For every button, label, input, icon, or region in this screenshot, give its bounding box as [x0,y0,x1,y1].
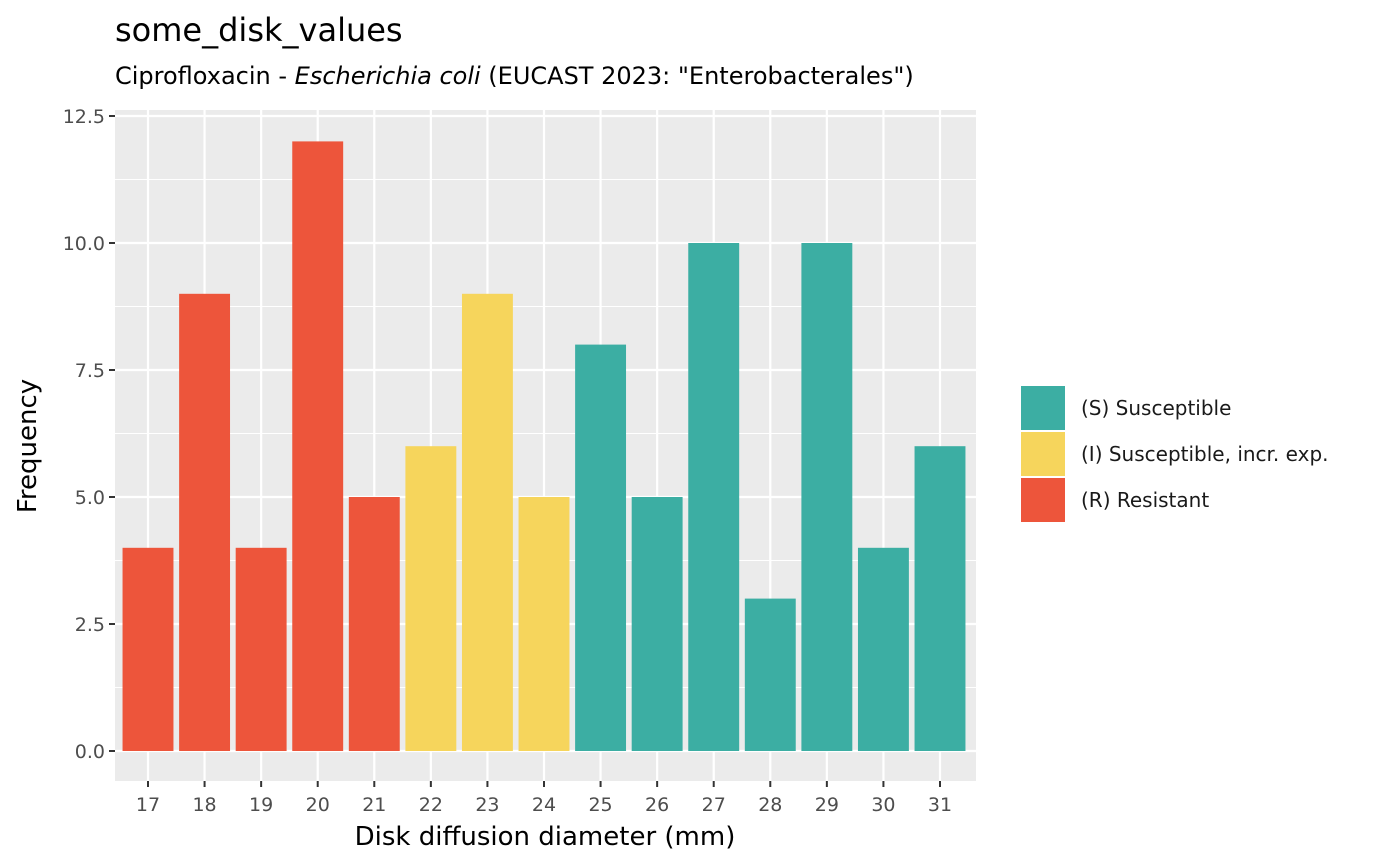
x-tick-label: 22 [419,794,443,816]
x-tick-label: 18 [192,794,216,816]
x-tick-label: 19 [249,794,273,816]
x-axis-title: Disk diffusion diameter (mm) [355,822,736,852]
bar-31 [914,446,966,751]
x-tick-label: 24 [532,794,556,816]
bar-22 [405,446,457,751]
bar-17 [122,547,174,751]
bar-19 [235,547,287,751]
y-tick-label: 5.0 [75,487,105,509]
bar-30 [857,547,909,751]
bar-24 [518,497,570,751]
legend-key-R [1021,478,1065,522]
legend-label-R: (R) Resistant [1081,488,1209,512]
bar-20 [292,141,344,751]
y-tick-label: 0.0 [75,741,105,763]
bars [122,141,966,751]
x-tick-label: 25 [588,794,612,816]
x-tick-label: 20 [306,794,330,816]
bar-23 [461,293,513,751]
bar-27 [688,243,740,751]
bar-26 [631,497,683,751]
x-tick-label: 26 [645,794,669,816]
legend-label-I: (I) Susceptible, incr. exp. [1081,442,1329,466]
x-tick-label: 17 [136,794,160,816]
y-axis-ticks: 0.0 2.5 5.0 7.5 10.0 12.5 [63,106,115,763]
chart-subtitle: Ciprofloxacin - Escherichia coli (EUCAST… [115,62,914,90]
legend-label-S: (S) Susceptible [1081,396,1231,420]
x-tick-label: 27 [702,794,726,816]
y-tick-label: 12.5 [63,106,105,128]
legend: (S) Susceptible (I) Susceptible, incr. ex… [1021,386,1329,522]
y-tick-label: 2.5 [75,614,105,636]
bar-18 [179,293,231,751]
bar-28 [744,598,796,751]
y-tick-label: 7.5 [75,360,105,382]
x-tick-label: 30 [871,794,895,816]
x-tick-label: 31 [928,794,952,816]
subtitle-organism: Escherichia coli [295,62,481,90]
y-tick-label: 10.0 [63,233,105,255]
subtitle-guideline: (EUCAST 2023: "Enterobacterales") [488,62,913,90]
x-tick-label: 29 [815,794,839,816]
legend-key-S [1021,386,1065,430]
y-axis-title: Frequency [13,379,43,513]
bar-29 [801,243,853,751]
bar-25 [575,344,627,751]
x-axis-ticks: 17 18 19 20 21 22 23 24 25 26 27 28 29 30 31 [136,781,952,816]
legend-key-I [1021,432,1065,476]
bar-21 [348,497,400,751]
chart-title: some_disk_values [115,11,403,49]
x-tick-label: 21 [362,794,386,816]
subtitle-drug: Ciprofloxacin - [115,62,295,90]
x-tick-label: 28 [758,794,782,816]
x-tick-label: 23 [475,794,499,816]
